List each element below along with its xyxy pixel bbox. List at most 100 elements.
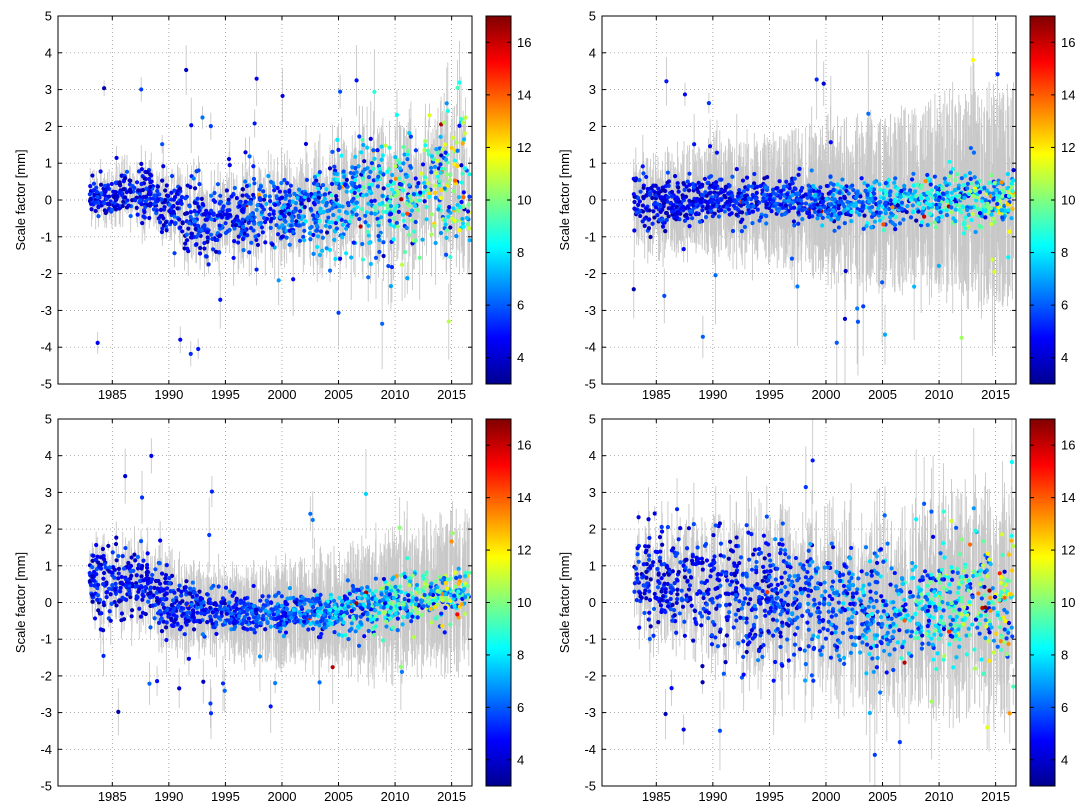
data-point xyxy=(121,199,126,204)
data-point xyxy=(357,216,362,222)
data-point xyxy=(293,201,299,206)
data-point xyxy=(945,190,950,195)
data-point xyxy=(953,177,958,183)
data-point xyxy=(432,183,438,188)
data-point xyxy=(329,181,335,186)
data-point xyxy=(438,134,443,139)
data-point xyxy=(700,208,705,213)
data-point xyxy=(139,181,144,187)
data-point xyxy=(984,191,989,196)
data-point xyxy=(390,172,395,178)
data-point xyxy=(687,202,693,207)
data-point xyxy=(95,340,100,346)
data-point xyxy=(200,115,205,120)
data-point xyxy=(294,219,299,224)
data-point xyxy=(362,159,367,164)
data-point xyxy=(757,218,762,223)
data-point xyxy=(793,186,798,192)
data-point xyxy=(349,255,354,260)
data-point xyxy=(862,181,867,186)
data-point xyxy=(350,182,355,187)
data-point xyxy=(93,208,98,214)
data-point xyxy=(405,157,410,162)
data-point xyxy=(343,219,348,224)
data-point xyxy=(392,216,397,221)
data-point xyxy=(318,206,323,211)
data-point xyxy=(401,161,406,166)
data-point xyxy=(331,212,336,218)
data-point xyxy=(839,199,844,204)
data-point xyxy=(637,199,642,204)
data-point xyxy=(383,209,389,215)
data-point xyxy=(137,198,143,203)
data-point xyxy=(316,195,321,200)
data-point xyxy=(877,218,883,223)
data-point xyxy=(405,276,410,281)
data-point xyxy=(791,219,797,224)
data-point xyxy=(369,211,374,216)
data-point xyxy=(322,192,327,197)
data-point xyxy=(666,183,671,189)
data-point xyxy=(249,240,254,245)
data-point xyxy=(178,198,183,203)
data-point xyxy=(279,234,284,240)
data-point xyxy=(996,205,1001,210)
data-point xyxy=(975,206,980,211)
data-point xyxy=(396,209,401,214)
data-point xyxy=(360,257,366,262)
data-point xyxy=(316,186,321,191)
data-point xyxy=(371,166,376,171)
data-point xyxy=(188,235,194,240)
data-point xyxy=(199,196,204,201)
data-point xyxy=(217,223,222,228)
data-point xyxy=(334,226,340,231)
data-point xyxy=(354,212,359,217)
data-point xyxy=(141,214,146,219)
data-point xyxy=(257,195,262,201)
data-point xyxy=(443,222,448,227)
data-point xyxy=(455,85,460,90)
data-point xyxy=(172,221,178,226)
data-point xyxy=(828,174,833,179)
data-point xyxy=(400,188,406,193)
data-point xyxy=(394,220,399,226)
data-point xyxy=(857,199,862,204)
data-point xyxy=(211,212,216,217)
data-point xyxy=(915,182,920,187)
data-point xyxy=(259,210,265,215)
data-point xyxy=(388,194,393,199)
data-point xyxy=(860,201,865,206)
data-point xyxy=(698,200,703,205)
data-point xyxy=(868,192,873,198)
data-point xyxy=(343,182,348,187)
data-point xyxy=(467,172,472,177)
data-point xyxy=(408,134,413,139)
data-point xyxy=(183,196,188,201)
data-point xyxy=(389,187,395,192)
data-point xyxy=(273,202,278,207)
data-point xyxy=(256,192,262,198)
data-point xyxy=(959,335,964,340)
data-point xyxy=(194,212,199,217)
data-point xyxy=(687,224,692,229)
data-point xyxy=(745,204,751,209)
data-point xyxy=(284,235,289,240)
data-point xyxy=(851,187,856,193)
data-point xyxy=(193,219,198,224)
data-point xyxy=(803,192,808,197)
data-point xyxy=(218,193,223,198)
data-point xyxy=(641,185,646,190)
data-point xyxy=(197,251,203,256)
data-point xyxy=(231,219,237,224)
data-point xyxy=(446,214,451,219)
data-point xyxy=(370,182,375,187)
data-point xyxy=(254,207,259,213)
data-point xyxy=(369,161,375,166)
x-tick-label: 1990 xyxy=(154,387,183,402)
data-point xyxy=(268,199,273,204)
data-point xyxy=(881,228,887,233)
data-point xyxy=(422,199,427,204)
data-point xyxy=(276,278,281,283)
data-point xyxy=(296,187,302,192)
data-point xyxy=(460,216,465,222)
